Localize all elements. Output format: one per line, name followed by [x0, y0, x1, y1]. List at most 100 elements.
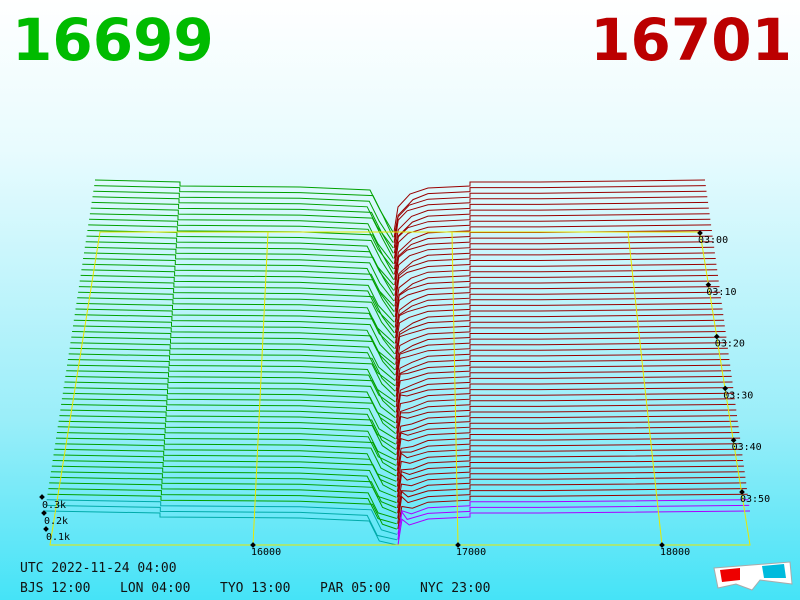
- bid-curve: [76, 302, 395, 350]
- time-label: 03:40: [732, 442, 762, 453]
- bid-curve: [66, 364, 396, 408]
- city-time: BJS 12:00: [20, 581, 90, 596]
- bid-curve: [57, 426, 397, 466]
- ask-curve: [395, 319, 725, 365]
- bid-curve: [89, 218, 394, 270]
- bid-curve: [65, 375, 396, 419]
- ask-curve: [394, 258, 716, 307]
- bid-curve: [87, 230, 395, 280]
- tick-dot: [705, 281, 712, 288]
- bid-curve: [60, 409, 397, 450]
- ask-curve: [397, 488, 747, 524]
- ask-curve: [396, 454, 743, 492]
- ask-curve: [396, 403, 736, 445]
- ask-curve: [396, 387, 734, 429]
- ask-curve: [394, 291, 721, 339]
- ask-curve: [396, 460, 744, 498]
- bid-price: 16699: [12, 6, 214, 74]
- tick-dot: [722, 385, 729, 392]
- bid-curve: [66, 370, 396, 413]
- ask-curve: [395, 359, 730, 402]
- bid-curve: [44, 510, 398, 546]
- utc-time: UTC 2022-11-24 04:00: [20, 561, 177, 576]
- bid-curve: [78, 291, 395, 339]
- bid-curve: [93, 190, 394, 243]
- tick-dot: [43, 526, 49, 532]
- grid-line: [627, 231, 663, 546]
- ask-curve: [393, 190, 707, 243]
- floor-grid: [49, 231, 751, 546]
- bid-curve: [72, 325, 396, 371]
- bid-curve: [94, 185, 394, 238]
- ask-curve: [395, 347, 728, 392]
- bid-curve: [58, 420, 397, 461]
- bid-curve: [52, 460, 397, 498]
- bid-curve: [78, 286, 395, 334]
- city-time: TYO 13:00: [220, 581, 290, 596]
- glasses-lens-red: [720, 568, 740, 582]
- tick-dot: [713, 333, 720, 340]
- bid-curve: [53, 454, 397, 493]
- bid-curve: [71, 336, 396, 381]
- ask-curve: [394, 280, 719, 328]
- ask-curve: [393, 196, 708, 248]
- depth-curves: [44, 179, 751, 546]
- bid-curve: [79, 280, 395, 328]
- ask-curve: [393, 179, 706, 233]
- price-label: 18000: [660, 547, 690, 558]
- glasses-icon: [713, 561, 793, 591]
- bid-curve: [74, 314, 395, 360]
- ask-curve: [397, 476, 746, 514]
- ask-curve: [394, 218, 711, 270]
- ask-curve: [397, 504, 750, 540]
- ask-curve: [393, 207, 709, 259]
- city-time: NYC 23:00: [420, 581, 490, 596]
- ask-curve: [396, 448, 742, 487]
- grid-line: [252, 231, 269, 546]
- ask-curve: [396, 415, 738, 455]
- ask-curve: [397, 493, 748, 530]
- ask-curve: [394, 269, 718, 317]
- ask-price: 16701: [590, 6, 792, 74]
- ask-curve: [396, 437, 741, 477]
- city-time: PAR 05:00: [320, 581, 390, 596]
- ask-curve: [397, 465, 744, 503]
- bid-curve: [86, 235, 395, 286]
- ask-curve: [395, 336, 727, 381]
- bid-curve: [90, 207, 394, 259]
- bid-curve: [85, 241, 395, 291]
- ask-curve: [395, 364, 731, 408]
- bid-curve: [83, 252, 395, 302]
- bid-curve: [50, 476, 397, 514]
- ask-curve: [394, 274, 719, 323]
- tick-dot: [697, 230, 703, 236]
- grid-line: [451, 231, 459, 546]
- bid-curve: [59, 415, 397, 456]
- ask-curve: [393, 185, 706, 238]
- ask-curve: [395, 375, 732, 418]
- bid-curve: [82, 263, 395, 312]
- ask-curve: [394, 263, 717, 312]
- floor-frame: [49, 231, 751, 546]
- ask-curve: [397, 482, 747, 519]
- ask-curve: [393, 201, 709, 254]
- tick-dot: [659, 542, 665, 548]
- bid-curve: [56, 432, 397, 472]
- ask-curve: [394, 286, 720, 333]
- tick-dot: [250, 542, 256, 548]
- depth-label: 0.2k: [44, 516, 68, 527]
- ask-curve: [396, 392, 735, 434]
- ask-curve: [395, 314, 724, 360]
- bid-curve: [47, 493, 397, 530]
- bid-curve: [61, 403, 396, 445]
- ask-curve: [395, 381, 733, 424]
- ask-curve: [397, 510, 751, 546]
- ask-curve: [394, 241, 714, 291]
- ask-curve: [397, 471, 745, 508]
- ask-curve: [396, 443, 741, 482]
- tick-dot: [39, 494, 45, 500]
- ask-curve: [394, 235, 713, 286]
- bid-curve: [50, 471, 397, 509]
- ask-curve: [395, 302, 722, 349]
